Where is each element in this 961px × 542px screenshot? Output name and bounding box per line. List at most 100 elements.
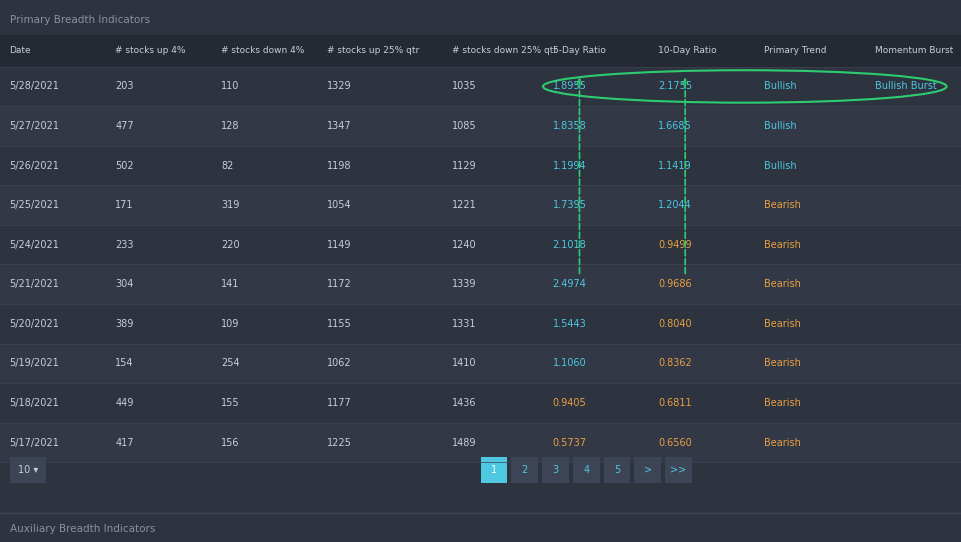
Text: # stocks up 25% qtr: # stocks up 25% qtr xyxy=(327,47,419,55)
Text: Bearish: Bearish xyxy=(764,358,801,369)
Text: 5: 5 xyxy=(614,465,620,475)
FancyBboxPatch shape xyxy=(0,67,961,106)
Text: 233: 233 xyxy=(115,240,134,250)
Text: Bullish: Bullish xyxy=(764,160,797,171)
FancyBboxPatch shape xyxy=(0,225,961,264)
FancyBboxPatch shape xyxy=(0,146,961,185)
Text: # stocks down 25% qtr: # stocks down 25% qtr xyxy=(452,47,556,55)
Text: 5/27/2021: 5/27/2021 xyxy=(10,121,60,131)
Text: Date: Date xyxy=(10,47,32,55)
Text: 10 ▾: 10 ▾ xyxy=(17,465,38,475)
Text: 5/17/2021: 5/17/2021 xyxy=(10,437,60,448)
Text: 0.9499: 0.9499 xyxy=(658,240,692,250)
Text: >: > xyxy=(644,465,652,475)
Text: 1129: 1129 xyxy=(452,160,477,171)
FancyBboxPatch shape xyxy=(0,304,961,344)
Text: Primary Breadth Indicators: Primary Breadth Indicators xyxy=(10,15,150,25)
Text: 389: 389 xyxy=(115,319,134,329)
Text: 1225: 1225 xyxy=(327,437,352,448)
Text: Bullish Burst: Bullish Burst xyxy=(875,81,936,92)
Text: 10-Day Ratio: 10-Day Ratio xyxy=(658,47,717,55)
Text: 3: 3 xyxy=(553,465,558,475)
Text: 2: 2 xyxy=(522,465,528,475)
FancyBboxPatch shape xyxy=(0,515,961,542)
Text: 1.5443: 1.5443 xyxy=(553,319,586,329)
Text: 0.8040: 0.8040 xyxy=(658,319,692,329)
Text: 154: 154 xyxy=(115,358,134,369)
Text: 1.1994: 1.1994 xyxy=(553,160,586,171)
Text: 1: 1 xyxy=(491,465,497,475)
FancyBboxPatch shape xyxy=(0,35,961,67)
Text: 1062: 1062 xyxy=(327,358,352,369)
FancyBboxPatch shape xyxy=(10,457,46,483)
FancyBboxPatch shape xyxy=(542,457,569,483)
Text: 1177: 1177 xyxy=(327,398,352,408)
Text: Primary Trend: Primary Trend xyxy=(764,47,826,55)
Text: Bullish: Bullish xyxy=(764,121,797,131)
Text: 2.4974: 2.4974 xyxy=(553,279,586,289)
FancyBboxPatch shape xyxy=(634,457,661,483)
FancyBboxPatch shape xyxy=(0,106,961,146)
Text: 1.1060: 1.1060 xyxy=(553,358,586,369)
Text: 1410: 1410 xyxy=(452,358,476,369)
Text: 1.7395: 1.7395 xyxy=(553,200,586,210)
Text: Momentum Burst: Momentum Burst xyxy=(875,47,952,55)
Text: 502: 502 xyxy=(115,160,134,171)
Text: 171: 171 xyxy=(115,200,134,210)
Text: 155: 155 xyxy=(221,398,239,408)
Text: 82: 82 xyxy=(221,160,234,171)
FancyBboxPatch shape xyxy=(0,344,961,383)
Text: 4: 4 xyxy=(583,465,589,475)
Text: 141: 141 xyxy=(221,279,239,289)
Text: 0.9405: 0.9405 xyxy=(553,398,586,408)
FancyBboxPatch shape xyxy=(665,457,692,483)
Text: 128: 128 xyxy=(221,121,239,131)
Text: 1240: 1240 xyxy=(452,240,477,250)
Text: >>: >> xyxy=(671,465,686,475)
Text: 1.8358: 1.8358 xyxy=(553,121,586,131)
Text: 203: 203 xyxy=(115,81,134,92)
Text: 1149: 1149 xyxy=(327,240,351,250)
Text: 1.8955: 1.8955 xyxy=(553,81,586,92)
Text: 1436: 1436 xyxy=(452,398,476,408)
Text: 5/18/2021: 5/18/2021 xyxy=(10,398,60,408)
FancyBboxPatch shape xyxy=(480,457,507,483)
Text: 0.6811: 0.6811 xyxy=(658,398,692,408)
Text: 319: 319 xyxy=(221,200,239,210)
Text: 110: 110 xyxy=(221,81,239,92)
Text: 304: 304 xyxy=(115,279,134,289)
FancyBboxPatch shape xyxy=(0,185,961,225)
Text: 5/25/2021: 5/25/2021 xyxy=(10,200,60,210)
Text: # stocks down 4%: # stocks down 4% xyxy=(221,47,305,55)
Text: 0.5737: 0.5737 xyxy=(553,437,586,448)
Text: 1221: 1221 xyxy=(452,200,477,210)
Text: 1054: 1054 xyxy=(327,200,352,210)
Text: 156: 156 xyxy=(221,437,239,448)
Text: 2.1755: 2.1755 xyxy=(658,81,693,92)
Text: 5/24/2021: 5/24/2021 xyxy=(10,240,60,250)
Text: 5/20/2021: 5/20/2021 xyxy=(10,319,60,329)
Text: 0.6560: 0.6560 xyxy=(658,437,692,448)
Text: Bearish: Bearish xyxy=(764,279,801,289)
Text: 0.8362: 0.8362 xyxy=(658,358,692,369)
Text: 2.1018: 2.1018 xyxy=(553,240,586,250)
Text: 417: 417 xyxy=(115,437,134,448)
FancyBboxPatch shape xyxy=(0,264,961,304)
Text: 5-Day Ratio: 5-Day Ratio xyxy=(553,47,605,55)
Text: 254: 254 xyxy=(221,358,239,369)
Text: 5/26/2021: 5/26/2021 xyxy=(10,160,60,171)
Text: 1.1419: 1.1419 xyxy=(658,160,692,171)
Text: 5/19/2021: 5/19/2021 xyxy=(10,358,60,369)
Text: 1085: 1085 xyxy=(452,121,477,131)
FancyBboxPatch shape xyxy=(511,457,538,483)
Text: 1035: 1035 xyxy=(452,81,477,92)
Text: Bearish: Bearish xyxy=(764,437,801,448)
Text: 1331: 1331 xyxy=(452,319,476,329)
FancyBboxPatch shape xyxy=(604,457,630,483)
Text: 220: 220 xyxy=(221,240,239,250)
Text: 1172: 1172 xyxy=(327,279,352,289)
Text: 1.6685: 1.6685 xyxy=(658,121,692,131)
Text: 477: 477 xyxy=(115,121,134,131)
FancyBboxPatch shape xyxy=(0,423,961,462)
Text: 1339: 1339 xyxy=(452,279,476,289)
